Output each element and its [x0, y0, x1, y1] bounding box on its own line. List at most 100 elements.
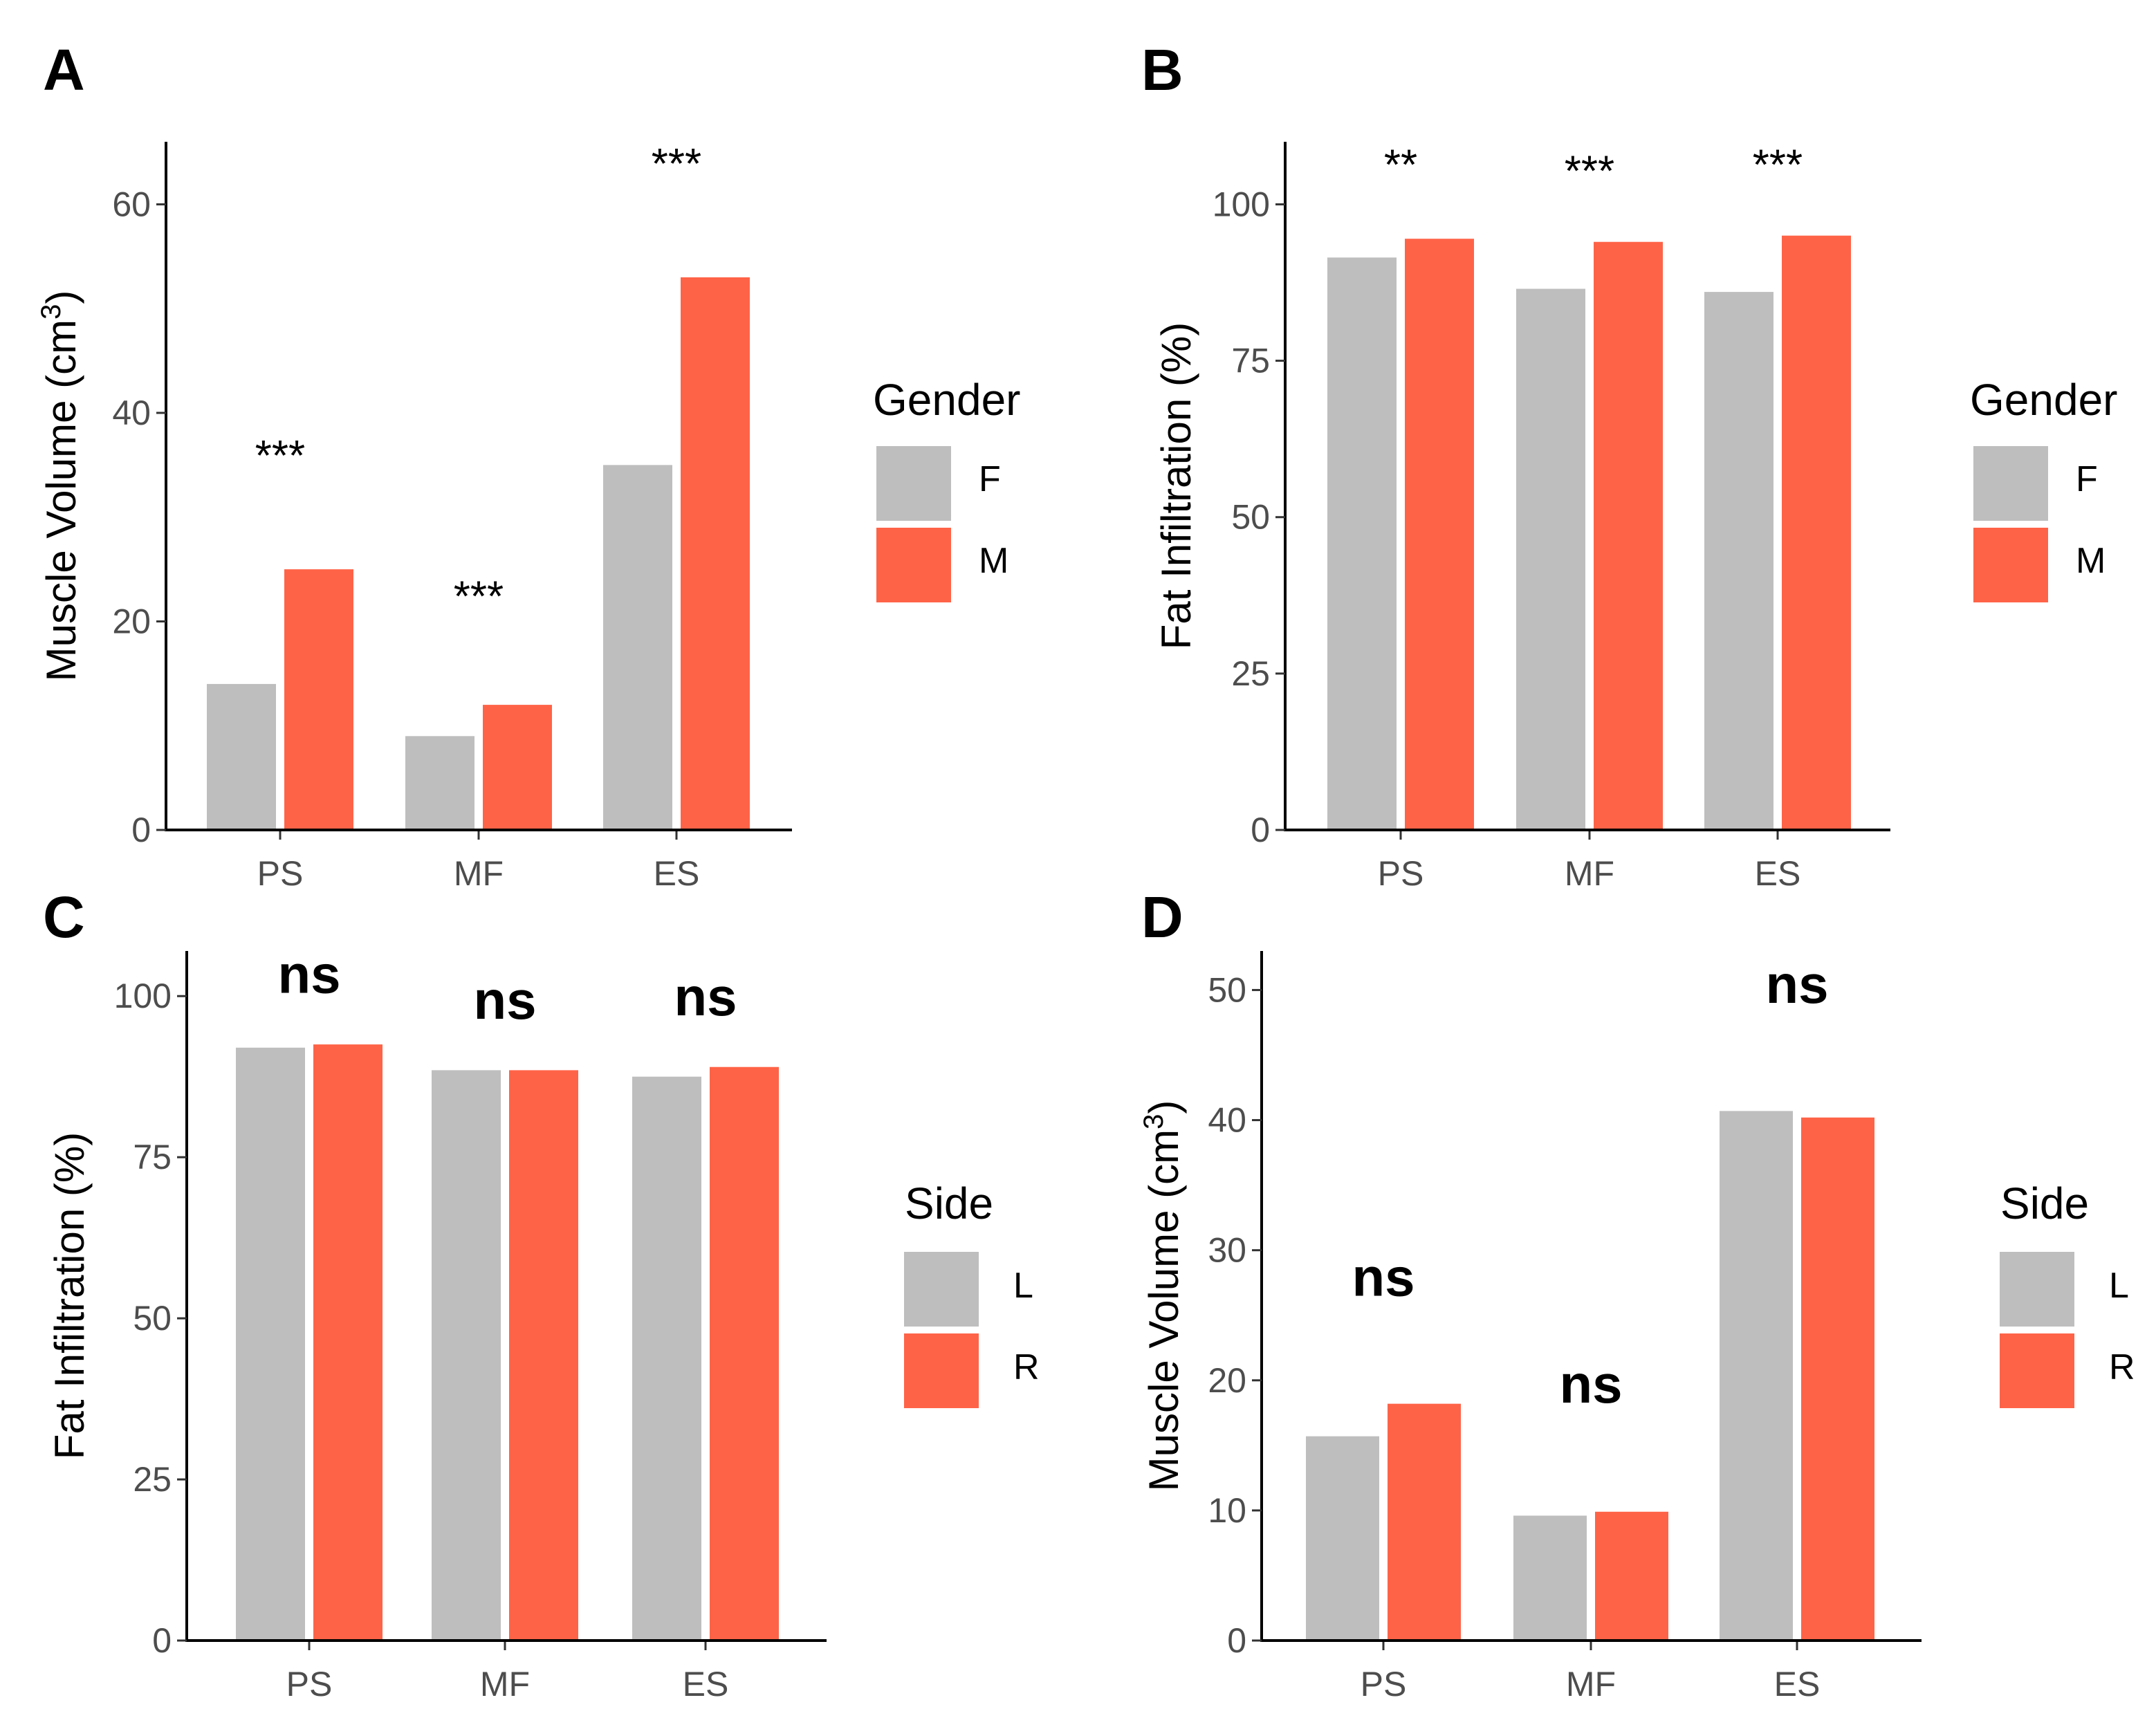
significance-label: ***: [255, 432, 305, 480]
y-tick-label: 0: [131, 811, 151, 849]
legend-key-l: [2000, 1252, 2074, 1327]
significance-label: ***: [1753, 141, 1803, 189]
x-tick-label: MF: [480, 1665, 530, 1703]
significance-label: ns: [1559, 1354, 1622, 1414]
legend-key-f: [876, 446, 951, 521]
bar-ps-m: [284, 569, 353, 830]
bar-ps-f: [1327, 257, 1397, 830]
x-tick-label: MF: [1565, 854, 1614, 893]
legend-label-m: M: [979, 541, 1008, 581]
legend-title: Gender: [873, 375, 1020, 425]
bar-mf-r: [1595, 1511, 1668, 1641]
y-axis-title-main: Muscle Volume (cm: [1141, 1129, 1187, 1491]
y-tick-label: 50: [1208, 970, 1246, 1009]
legend-label-f: F: [979, 459, 1001, 499]
significance-label: ***: [652, 140, 701, 188]
y-tick-label: 25: [133, 1460, 172, 1499]
y-tick-label: 60: [112, 185, 151, 223]
y-tick-label: 50: [1231, 498, 1270, 537]
y-tick-label: 20: [1208, 1361, 1246, 1400]
y-tick-label: 10: [1208, 1491, 1246, 1530]
legend-label-l: L: [2109, 1266, 2129, 1306]
y-axis-title-main: Fat Infiltration (%): [1153, 322, 1199, 649]
x-tick-label: PS: [1361, 1665, 1407, 1703]
x-tick-label: PS: [286, 1665, 333, 1703]
y-tick-label: 25: [1231, 654, 1270, 693]
y-axis-title-main: Fat Infiltration (%): [46, 1132, 93, 1459]
legend-title: Side: [2000, 1179, 2089, 1228]
y-axis-title: Muscle Volume (cm3): [1139, 1100, 1187, 1492]
bar-es-f: [1704, 292, 1773, 830]
y-tick-label: 0: [1251, 811, 1270, 849]
bar-ps-f: [207, 683, 276, 830]
significance-label: ***: [454, 573, 504, 620]
bar-es-r: [1801, 1117, 1874, 1641]
bar-es-r: [710, 1066, 779, 1641]
bar-mf-f: [405, 736, 474, 830]
bar-es-m: [1782, 235, 1851, 830]
legend-key-r: [2000, 1333, 2074, 1408]
bar-mf-l: [432, 1070, 501, 1641]
panel-c: Cns PS ns MF ns ES 0 25 50 75 100 Fat Infiltration …: [43, 885, 1040, 1703]
y-tick-label: 100: [1213, 185, 1270, 223]
bar-ps-m: [1405, 239, 1474, 830]
significance-label: ***: [1565, 147, 1614, 195]
bar-ps-l: [236, 1047, 305, 1641]
legend-key-f: [1973, 446, 2048, 521]
x-tick-label: ES: [654, 854, 700, 893]
legend-label-l: L: [1013, 1266, 1033, 1306]
legend-label-r: R: [1013, 1347, 1040, 1387]
significance-label: ns: [473, 970, 536, 1031]
y-tick-label: 30: [1208, 1231, 1246, 1270]
y-tick-label: 0: [1227, 1621, 1246, 1660]
y-axis-title-end: ): [1141, 1100, 1187, 1114]
y-tick-label: 100: [114, 977, 172, 1015]
bar-ps-r: [313, 1044, 383, 1641]
y-tick-label: 40: [112, 394, 151, 432]
panel-letter: B: [1141, 37, 1183, 102]
bar-mf-m: [483, 705, 552, 830]
legend-label-m: M: [2076, 541, 2106, 581]
y-tick-label: 0: [152, 1621, 172, 1660]
bar-mf-r: [509, 1070, 578, 1641]
y-axis-title: Fat Infiltration (%): [46, 1132, 93, 1459]
bar-ps-l: [1306, 1436, 1379, 1641]
x-tick-label: MF: [1566, 1665, 1616, 1703]
legend-title: Side: [905, 1179, 993, 1228]
legend-title: Gender: [1970, 375, 2117, 425]
panel-letter: D: [1141, 885, 1183, 950]
bar-es-f: [603, 465, 672, 830]
significance-label: ns: [277, 944, 340, 1005]
bar-es-m: [681, 277, 750, 830]
y-axis-title: Fat Infiltration (%): [1153, 322, 1199, 649]
significance-label: ns: [1765, 954, 1828, 1015]
significance-label: **: [1384, 141, 1417, 189]
y-axis-title-main: Muscle Volume (cm: [38, 320, 84, 681]
bar-mf-m: [1594, 241, 1663, 830]
legend-key-l: [904, 1252, 979, 1327]
panel-letter: C: [43, 885, 85, 950]
y-axis-title: Muscle Volume (cm3): [36, 290, 84, 682]
bar-ps-r: [1388, 1403, 1461, 1641]
legend-key-r: [904, 1333, 979, 1408]
y-axis-title-sup: 3: [36, 304, 66, 320]
y-tick-label: 75: [1231, 342, 1270, 380]
legend-key-m: [1973, 528, 2048, 602]
x-tick-label: ES: [1774, 1665, 1821, 1703]
bar-mf-l: [1513, 1515, 1587, 1641]
panel-letter: A: [43, 37, 85, 102]
x-tick-label: PS: [1378, 854, 1424, 893]
bar-mf-f: [1516, 288, 1585, 830]
y-tick-label: 20: [112, 602, 151, 640]
y-axis-title-sup: 3: [1139, 1114, 1169, 1129]
significance-label: ns: [1352, 1247, 1415, 1308]
legend-label-r: R: [2109, 1347, 2135, 1387]
x-tick-label: ES: [683, 1665, 729, 1703]
x-tick-label: PS: [257, 854, 304, 893]
x-tick-label: MF: [454, 854, 504, 893]
bar-es-l: [1720, 1111, 1793, 1641]
bar-es-l: [632, 1076, 701, 1641]
